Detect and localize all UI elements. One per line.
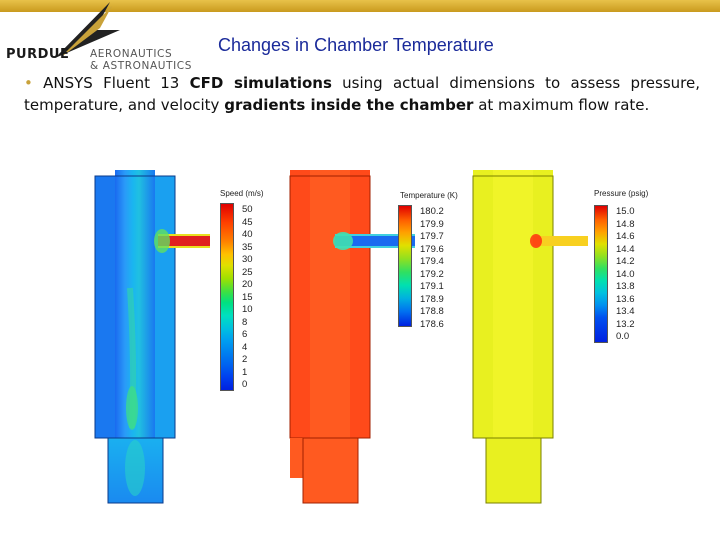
speed-legend-label: 35 — [242, 241, 253, 253]
temperature-legend-label: 178.8 — [420, 306, 444, 317]
temperature-legend-label: 179.6 — [420, 243, 444, 255]
temperature-legend-label: 179.7 — [420, 231, 444, 242]
pressure-legend-label: 14.2 — [616, 256, 635, 267]
pressure-legend-label: 13.4 — [616, 306, 635, 317]
pressure-legend-label: 14.0 — [616, 268, 635, 280]
temperature-legend-label: 178.9 — [420, 293, 444, 305]
temperature-legend-label: 178.6 — [420, 318, 444, 330]
pressure-legend-label: 15.0 — [616, 206, 635, 217]
speed-legend-label: 25 — [242, 266, 253, 278]
bullet-part-1: CFD simulations — [189, 74, 332, 92]
speed-legend-label: 4 — [242, 341, 248, 353]
speed-legend-label: 45 — [242, 216, 253, 228]
bullet-part-2: using actual dimensions to assess pressu… — [24, 74, 700, 114]
speed-legend-label: 30 — [242, 254, 253, 265]
speed-legend-label: 8 — [242, 316, 248, 328]
speed-legend-label: 0 — [242, 379, 248, 390]
logo-swoosh-icon — [55, 2, 120, 58]
speed-legend-label: 2 — [242, 354, 248, 365]
temperature-color-scale — [398, 205, 412, 327]
temperature-legend-label: 179.2 — [420, 268, 444, 280]
pressure-legend-labels: 15.0 14.8 14.6 14.4 14.2 14.0 13.8 13.6 13.4 13.2… — [616, 206, 635, 344]
pressure-legend-label: 0.0 — [616, 331, 630, 342]
temperature-legend-label: 180.2 — [420, 206, 444, 217]
pressure-chamber-image — [472, 170, 588, 504]
pressure-legend-title: Pressure (psig) — [594, 189, 649, 198]
speed-legend-labels: 50 45 40 35 30 25 20 15 10 8 6 4 2 1 0 — [242, 204, 253, 392]
bullet-part-0: ANSYS Fluent 13 — [43, 74, 190, 92]
logo-dept-line1: AERONAUTICS — [90, 48, 173, 60]
slide-title: Changes in Chamber Temperature — [218, 35, 494, 55]
temperature-chamber-image — [289, 170, 415, 504]
pressure-legend-label: 14.8 — [616, 218, 635, 230]
speed-legend-label: 20 — [242, 279, 253, 290]
pressure-legend-label: 13.2 — [616, 318, 635, 330]
speed-legend-label: 40 — [242, 229, 253, 240]
temperature-legend-label: 179.9 — [420, 218, 444, 230]
speed-legend-label: 1 — [242, 366, 248, 378]
bullet-dot-icon: • — [24, 74, 44, 92]
speed-legend-label: 10 — [242, 304, 253, 315]
temperature-legend-label: 179.1 — [420, 281, 444, 292]
purdue-logo: PURDUE AERONAUTICS & ASTRONAUTICS — [0, 0, 210, 75]
pressure-legend-label: 13.8 — [616, 281, 635, 292]
speed-legend-label: 6 — [242, 329, 248, 340]
bullet-part-4: at maximum flow rate. — [473, 96, 650, 114]
pressure-legend-label: 14.4 — [616, 243, 635, 255]
bullet-text: • ANSYS Fluent 13 CFD simulations using … — [24, 72, 700, 116]
temperature-legend-labels: 180.2 179.9 179.7 179.6 179.4 179.2 179.1 178.9… — [420, 206, 444, 331]
speed-legend-label: 15 — [242, 291, 253, 303]
pressure-legend-label: 14.6 — [616, 231, 635, 242]
speed-contour-plot — [90, 168, 220, 508]
temperature-legend-label: 179.4 — [420, 256, 444, 267]
speed-color-scale — [220, 203, 234, 391]
speed-legend-label: 50 — [242, 204, 253, 215]
bullet-part-3: gradients inside the chamber — [224, 96, 474, 114]
pressure-contour-plot — [468, 168, 598, 508]
logo-org-text: PURDUE — [6, 47, 70, 62]
header-gold-bar — [0, 0, 720, 12]
temperature-legend-title: Temperature (K) — [400, 191, 458, 200]
bullet-content: ANSYS Fluent 13 CFD simulations using ac… — [24, 74, 700, 114]
speed-legend-title: Speed (m/s) — [220, 189, 264, 198]
logo-dept-text: AERONAUTICS & ASTRONAUTICS — [90, 48, 192, 72]
temperature-contour-plot — [285, 168, 415, 508]
speed-chamber-image — [94, 170, 210, 504]
logo-dept-line2: & ASTRONAUTICS — [90, 60, 192, 72]
pressure-legend-label: 13.6 — [616, 293, 635, 305]
pressure-color-scale — [594, 205, 608, 343]
